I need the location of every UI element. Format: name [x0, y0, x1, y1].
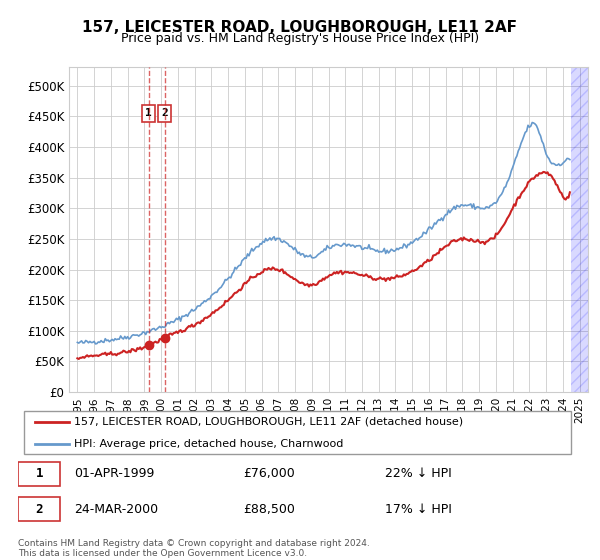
Text: 1: 1 — [35, 467, 43, 480]
Text: £88,500: £88,500 — [244, 503, 295, 516]
Text: 17% ↓ HPI: 17% ↓ HPI — [385, 503, 451, 516]
Text: 22% ↓ HPI: 22% ↓ HPI — [385, 467, 451, 480]
Text: 2: 2 — [35, 503, 43, 516]
Text: 157, LEICESTER ROAD, LOUGHBOROUGH, LE11 2AF: 157, LEICESTER ROAD, LOUGHBOROUGH, LE11 … — [83, 20, 517, 35]
Text: 1: 1 — [145, 109, 152, 118]
FancyBboxPatch shape — [18, 497, 60, 521]
Text: Contains HM Land Registry data © Crown copyright and database right 2024.
This d: Contains HM Land Registry data © Crown c… — [18, 539, 370, 558]
Text: 01-APR-1999: 01-APR-1999 — [74, 467, 155, 480]
Bar — [571, 67, 596, 392]
Text: 157, LEICESTER ROAD, LOUGHBOROUGH, LE11 2AF (detached house): 157, LEICESTER ROAD, LOUGHBOROUGH, LE11 … — [74, 417, 464, 427]
Text: 2: 2 — [161, 109, 168, 118]
FancyBboxPatch shape — [18, 462, 60, 486]
Text: £76,000: £76,000 — [244, 467, 295, 480]
Text: Price paid vs. HM Land Registry's House Price Index (HPI): Price paid vs. HM Land Registry's House … — [121, 32, 479, 45]
Text: 24-MAR-2000: 24-MAR-2000 — [74, 503, 158, 516]
Text: HPI: Average price, detached house, Charnwood: HPI: Average price, detached house, Char… — [74, 438, 344, 449]
FancyBboxPatch shape — [23, 411, 571, 454]
